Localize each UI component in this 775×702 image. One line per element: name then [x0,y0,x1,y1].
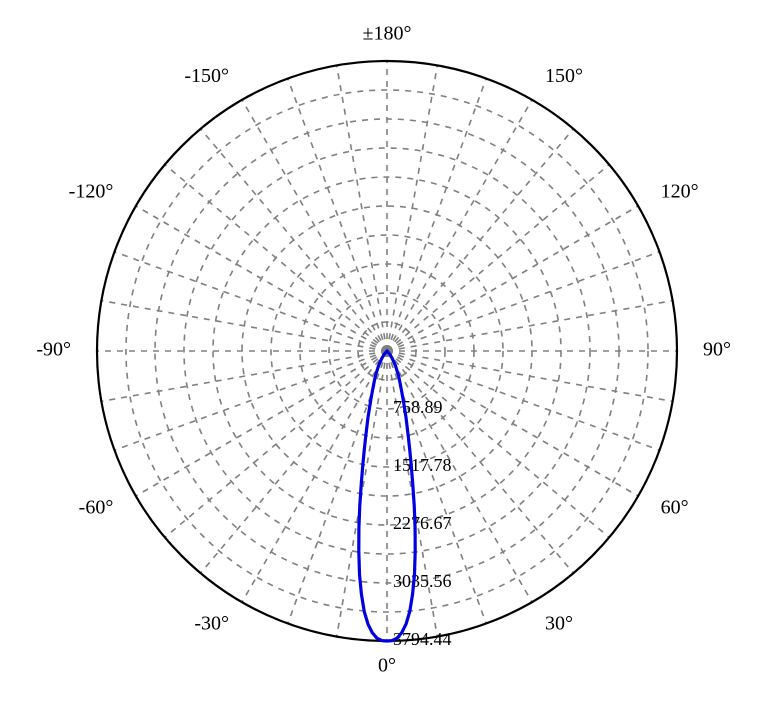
angle-label: ±180° [363,23,412,45]
angle-label: -60° [79,497,114,519]
angle-label: 150° [545,65,583,87]
angle-label: 60° [661,497,689,519]
angle-label: 90° [703,339,731,361]
angle-label: -120° [69,181,114,203]
angle-label: 0° [378,655,396,677]
angle-label: -150° [184,65,229,87]
polar-svg: 0° 30° 60° 90° 120° 150° ±180° -150° -120° -90° -6… [0,0,775,702]
radial-label: 758.89 [393,397,443,417]
polar-chart: 0° 30° 60° 90° 120° 150° ±180° -150° -120° -90° -6… [0,0,775,702]
radial-label: 2276.67 [393,513,452,533]
radial-label: 3035.56 [393,571,452,591]
angle-label: -90° [36,339,71,361]
angle-label: 30° [545,612,573,634]
angle-label: 120° [661,181,699,203]
angle-label: -30° [194,612,229,634]
radial-label: 1517.78 [393,455,452,475]
